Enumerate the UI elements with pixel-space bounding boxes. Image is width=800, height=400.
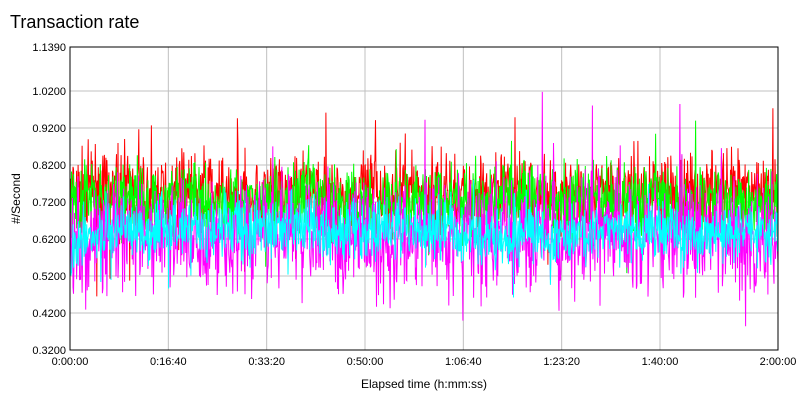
y-tick-label: 0.9200 [32,123,66,135]
y-tick-label: 0.4200 [32,308,66,320]
plot-frame [69,46,779,351]
x-tick-label: 1:23:20 [543,356,580,368]
chart-title: Transaction rate [10,12,140,32]
x-tick-label: 0:00:00 [52,356,89,368]
y-tick-label: 0.8200 [32,160,66,172]
x-tick-label: 0:50:00 [347,356,384,368]
y-tick-label: 0.6200 [32,234,66,246]
x-tick-label: 2:00:00 [760,356,797,368]
x-tick-label: 0:33:20 [248,356,285,368]
y-tick-label: 1.1390 [32,42,66,54]
series-group [69,91,779,327]
series-line-1 [69,120,779,275]
y-tick-label: 0.3200 [32,345,66,357]
y-tick-label: 0.7200 [32,197,66,209]
y-tick-labels: 0.3200 0.4200 0.5200 0.6200 0.7200 0.8200 0.92… [32,42,66,357]
y-axis-label: #/Second [9,173,23,224]
series-line-3 [69,179,779,298]
x-tick-label: 1:40:00 [642,356,679,368]
x-tick-labels: 0:00:00 0:16:40 0:33:20 0:50:00 1:06:40 1:23:… [52,356,797,368]
y-tick-label: 1.0200 [32,86,66,98]
y-tick-label: 0.5200 [32,271,66,283]
x-tick-label: 1:06:40 [445,356,482,368]
x-axis-label: Elapsed time (h:mm:ss) [361,377,487,391]
x-tick-label: 0:16:40 [150,356,187,368]
